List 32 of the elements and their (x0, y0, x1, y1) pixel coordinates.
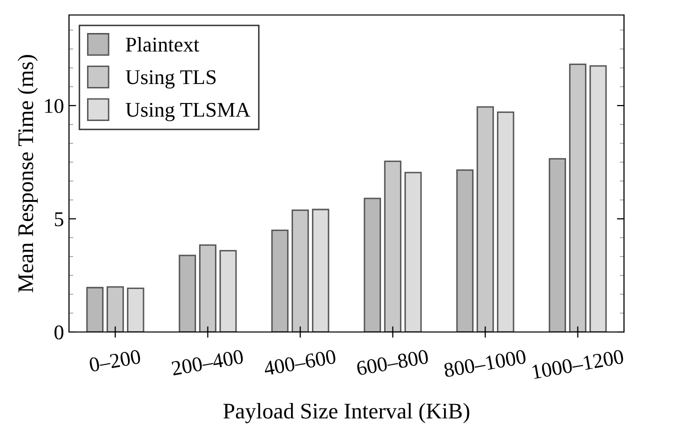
y-tick-label: 10 (45, 98, 64, 114)
bar (126, 288, 144, 332)
x-tick-label: 400–600 (263, 349, 336, 376)
y-tick-label: 5 (54, 212, 64, 226)
x-axis-title: Payload Size Interval (KiB) (223, 402, 470, 424)
bar (199, 244, 216, 332)
x-tick-label: 200–400 (171, 349, 244, 376)
bar (456, 169, 474, 332)
x-tick-label: 600–800 (356, 349, 429, 376)
bar (404, 172, 422, 332)
bar (384, 160, 402, 332)
bar (292, 209, 309, 332)
bar (548, 158, 566, 332)
bar (219, 250, 237, 332)
bar (476, 106, 494, 332)
bar (496, 111, 514, 332)
bar (178, 254, 196, 332)
bar (271, 230, 289, 332)
x-tick-label: 1000–1200 (532, 349, 624, 380)
x-tick-label: 0–200 (88, 349, 142, 372)
bar (106, 286, 124, 332)
bar (86, 286, 104, 332)
x-tick-label: 800–1000 (443, 349, 526, 378)
bar (312, 208, 330, 332)
legend-label: Using TLSMA (126, 102, 250, 122)
legend-label: Plaintext (126, 37, 200, 52)
legend-label: Using TLS (126, 70, 216, 89)
bar (569, 64, 586, 332)
bar (589, 65, 607, 332)
bar (364, 198, 382, 332)
y-tick-label: 0 (54, 325, 64, 340)
y-axis-title: Mean Response Time (ms) (18, 55, 38, 292)
